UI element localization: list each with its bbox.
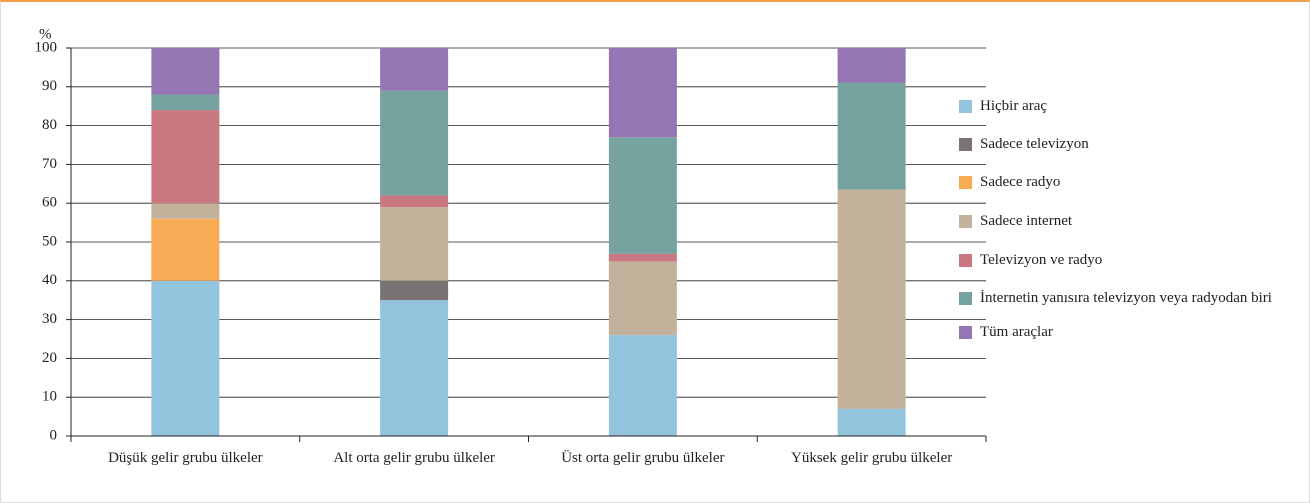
y-tick-label: 50 [42, 233, 57, 249]
legend-item: Sadece internet [959, 213, 1300, 230]
legend-item: Sadece radyo [959, 174, 1300, 191]
legend-item: Tüm araçlar [959, 324, 1300, 341]
y-tick-label: 70 [42, 156, 57, 172]
legend-label: Tüm araçlar [980, 324, 1053, 340]
y-tick-label: 30 [42, 311, 57, 327]
bar-segment [608, 137, 677, 254]
bar-segment [151, 94, 220, 111]
bar-segment [837, 408, 906, 436]
y-tick-label: 80 [42, 117, 57, 133]
bar-segment [608, 261, 677, 336]
y-tick-label: 10 [42, 389, 57, 405]
legend-swatch [959, 254, 972, 267]
bar-segment [837, 189, 906, 409]
legend-swatch [959, 138, 972, 151]
legend-swatch [959, 326, 972, 339]
legend-item: Hiçbir araç [959, 98, 1300, 115]
y-tick-label: 60 [42, 195, 57, 211]
y-tick-label: 40 [42, 272, 57, 288]
x-tick-label: Yüksek gelir grubu ülkeler [791, 450, 953, 466]
bar-segment [151, 203, 220, 219]
bar-segment [380, 280, 449, 301]
bar-segment [380, 207, 449, 281]
bar-segment [380, 300, 449, 436]
bar-segment [151, 48, 220, 95]
x-tick-label: Alt orta gelir grubu ülkeler [333, 450, 495, 466]
bar-segment [380, 48, 449, 91]
legend-swatch [959, 215, 972, 228]
legend-label: Sadece televizyon [980, 136, 1089, 152]
legend-label: Televizyon ve radyo [980, 252, 1103, 268]
legend-item: İnternetin yanısıra televizyon veya rady… [959, 290, 1300, 307]
y-tick-label: 100 [35, 39, 58, 55]
legend-item: Sadece televizyon [959, 136, 1300, 153]
y-tick-label: 0 [50, 427, 58, 443]
bar-segment [608, 253, 677, 262]
bar-segment [608, 335, 677, 436]
legend-swatch [959, 176, 972, 189]
bar-segment [608, 48, 677, 138]
legend-label: Sadece radyo [980, 174, 1061, 190]
bar-segment [837, 48, 906, 83]
bar-segment [837, 82, 906, 190]
y-tick-label: 90 [42, 78, 57, 94]
bar-segment [380, 195, 449, 208]
bar-segment [151, 110, 220, 204]
bar-segment [151, 280, 220, 436]
legend-swatch [959, 292, 972, 305]
bar-segment [151, 218, 220, 281]
x-tick-label: Üst orta gelir grubu ülkeler [561, 450, 725, 466]
bar-segment [380, 90, 449, 196]
legend-swatch [959, 100, 972, 113]
y-tick-label: 20 [42, 350, 57, 366]
x-tick-label: Düşük gelir grubu ülkeler [108, 450, 263, 466]
legend-label: Hiçbir araç [980, 98, 1048, 114]
legend-label: Sadece internet [980, 213, 1073, 229]
legend-label: İnternetin yanısıra televizyon veya rady… [980, 290, 1272, 306]
legend-item: Televizyon ve radyo [959, 252, 1300, 269]
y-axis-label: % [39, 26, 52, 42]
